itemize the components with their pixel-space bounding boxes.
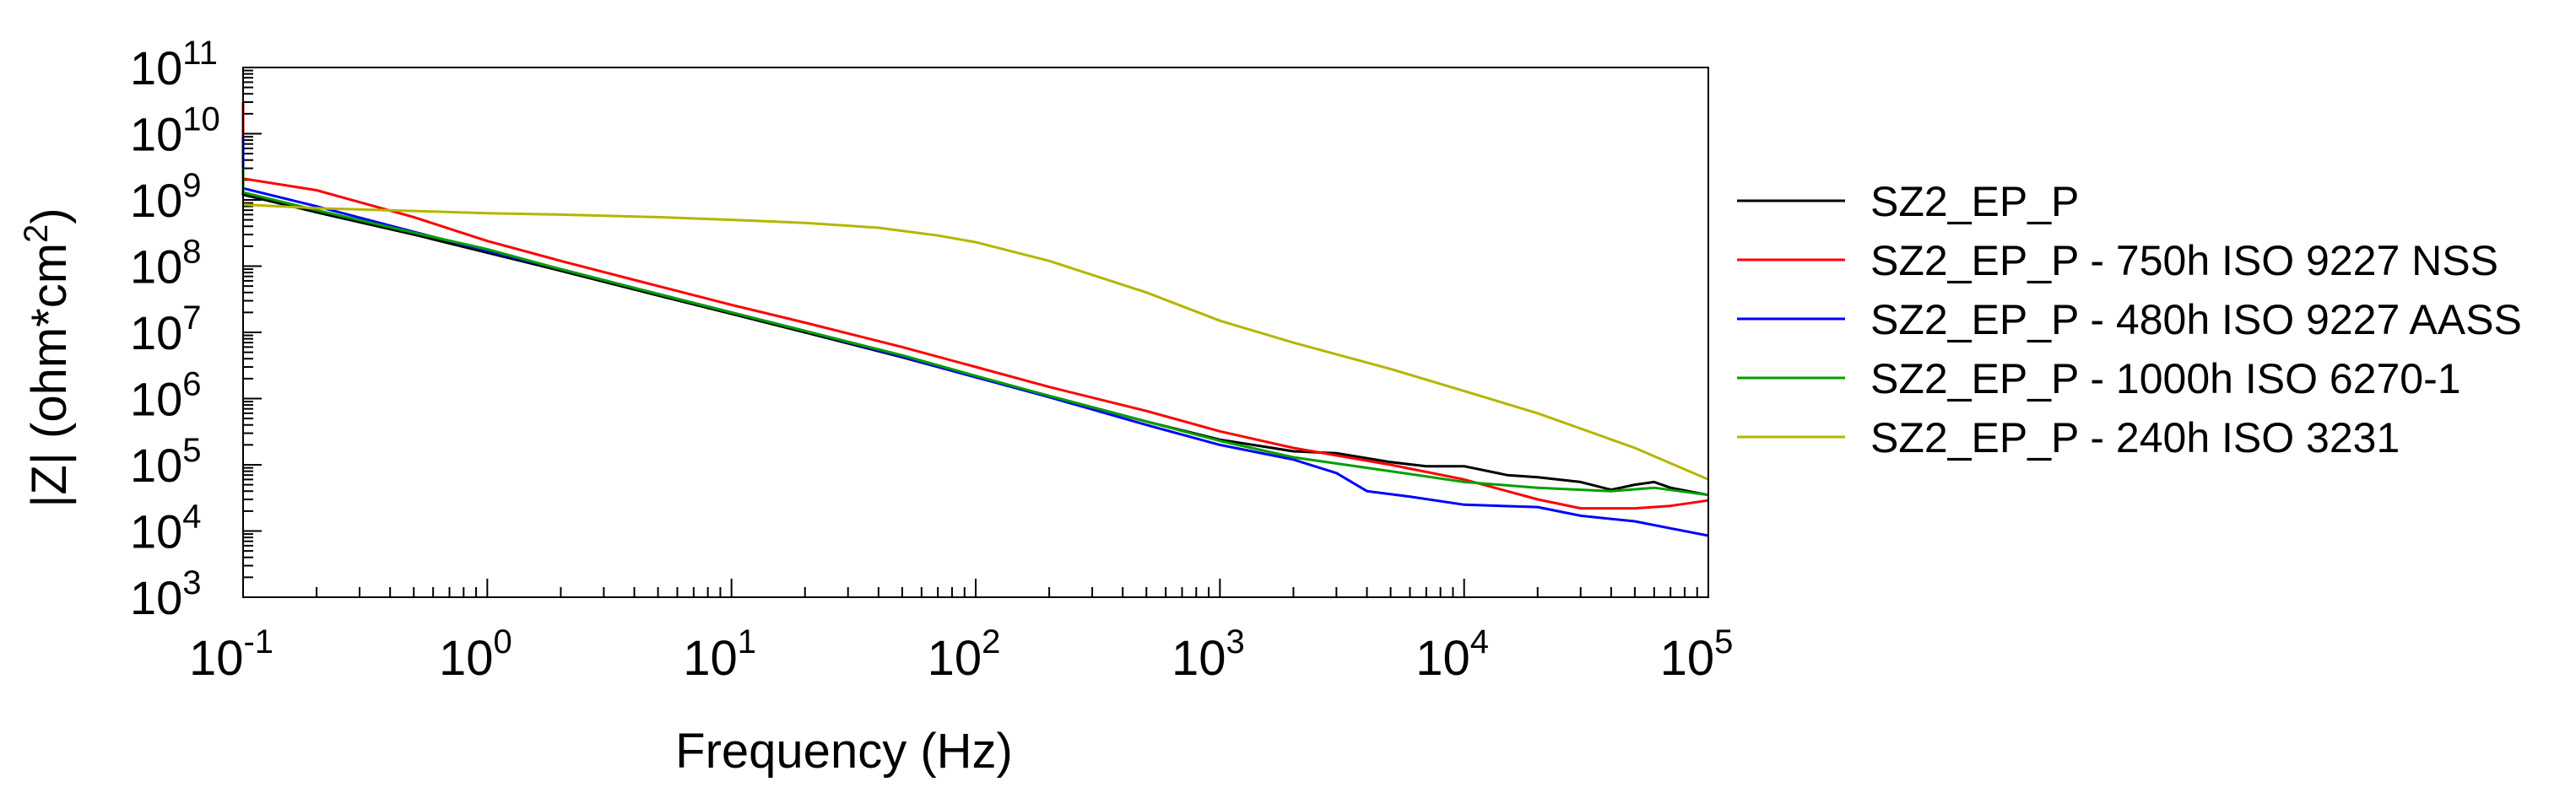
series-line-2	[241, 102, 1709, 510]
x-tick-label: 101	[683, 623, 756, 686]
y-axis-label-close: )	[22, 208, 77, 224]
x-axis-label: Frequency (Hz)	[675, 724, 1013, 779]
y-axis-label-sup: 2	[18, 224, 55, 243]
y-tick-label: 107	[130, 299, 202, 359]
y-tick-label: 105	[130, 432, 202, 492]
x-tick-label: 102	[928, 623, 1001, 686]
series-lines	[241, 102, 1709, 537]
x-tick-labels: 10-1 100 101 102 103 104 105	[189, 623, 1733, 686]
y-tick-label: 106	[130, 366, 202, 426]
y-axis-label-base: |Z| (ohm*cm	[22, 243, 77, 508]
x-tick-label: 100	[439, 623, 512, 686]
x-tick-label: 105	[1660, 623, 1734, 686]
y-tick-label: 103	[130, 564, 202, 624]
legend-label: SZ2_EP_P - 240h ISO 3231	[1870, 414, 2400, 461]
y-tick-label: 1011	[130, 35, 218, 94]
legend-label: SZ2_EP_P	[1870, 178, 2079, 225]
legend-label: SZ2_EP_P - 750h ISO 9227 NSS	[1870, 237, 2498, 284]
y-axis-label: |Z| (ohm*cm2)	[18, 208, 77, 507]
y-tick-label: 108	[130, 234, 202, 294]
minor-ticks	[243, 69, 1698, 597]
legend: SZ2_EP_P SZ2_EP_P - 750h ISO 9227 NSS SZ2_…	[1737, 178, 2522, 461]
legend-label: SZ2_EP_P - 480h ISO 9227 AASS	[1870, 296, 2522, 343]
legend-label: SZ2_EP_P - 1000h ISO 6270-1	[1870, 355, 2461, 402]
y-tick-label: 1010	[130, 101, 220, 161]
x-tick-label: 103	[1172, 623, 1245, 686]
plot-frame	[242, 67, 1709, 598]
x-tick-label: 104	[1415, 623, 1489, 686]
x-tick-label: 10-1	[189, 623, 273, 686]
series-line-5	[242, 203, 1709, 481]
y-tick-label: 104	[130, 499, 202, 558]
series-line-4	[241, 168, 1709, 497]
y-tick-label: 109	[130, 167, 202, 227]
